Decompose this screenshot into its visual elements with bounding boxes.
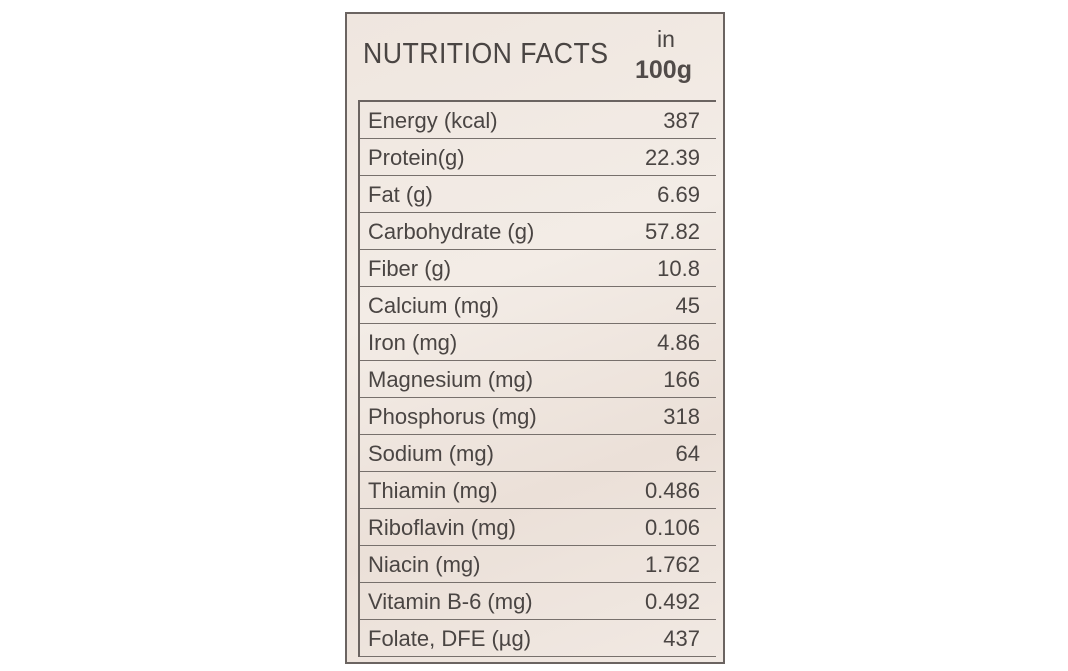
- nutrient-value: 57.82: [644, 219, 700, 244]
- table-row: Magnesium (mg) 166: [360, 361, 716, 398]
- nutrient-name: Energy (kcal): [368, 108, 498, 133]
- nutrient-name: Protein(g): [368, 145, 465, 170]
- nutrient-name: Phosphorus (mg): [368, 404, 537, 429]
- title: NUTRITION FACTS: [363, 38, 609, 70]
- table: Energy (kcal) 387 Protein(g) 22.39 Fat (g) 6.…: [358, 100, 716, 657]
- unit-bottom: 100g: [635, 56, 692, 84]
- nutrient-value: 6.69: [657, 182, 700, 207]
- table-row: Phosphorus (mg) 318: [360, 398, 716, 435]
- table-row: Niacin (mg) 1.762: [360, 546, 716, 583]
- nutrient-value: 0.106: [644, 515, 700, 540]
- table-row: Iron (mg) 4.86: [360, 324, 716, 361]
- nutrient-name: Fiber (g): [368, 256, 452, 281]
- nutrient-value: 45: [675, 293, 700, 318]
- nutrient-name: Vitamin B-6 (mg): [368, 589, 533, 614]
- table-row: Vitamin B-6 (mg) 0.492: [360, 583, 716, 620]
- nutrient-value: 1.762: [644, 552, 700, 577]
- nutrient-name: Niacin (mg): [368, 552, 481, 577]
- nutrient-name: Iron (mg): [368, 330, 458, 355]
- table-row: Fat (g) 6.69: [360, 176, 716, 213]
- table-row: Thiamin (mg) 0.486: [360, 472, 716, 509]
- nutrient-value: 318: [663, 404, 700, 429]
- nutrient-value: 0.492: [644, 589, 700, 614]
- nutrient-name: Riboflavin (mg): [368, 515, 516, 540]
- nutrient-name: Magnesium (mg): [368, 367, 534, 392]
- nutrient-name: Sodium (mg): [368, 441, 494, 466]
- nutrient-value: 10.8: [657, 256, 700, 281]
- nutrient-value: 387: [663, 108, 700, 133]
- nutrient-name: Carbohydrate (g): [368, 219, 535, 244]
- unit-top: in: [657, 26, 675, 52]
- nutrient-value: 22.39: [644, 145, 700, 170]
- table-row: Riboflavin (mg) 0.106: [360, 509, 716, 546]
- table-row: Protein(g) 22.39: [360, 139, 716, 176]
- table-row: Sodium (mg) 64: [360, 435, 716, 472]
- nutrient-value: 0.486: [644, 478, 700, 503]
- nutrition-label: NUTRITION FACTS in 100g Energy (kcal) 387…: [345, 12, 725, 664]
- table-row: Folate, DFE (µg) 437: [360, 620, 716, 657]
- nutrient-name: Thiamin (mg): [368, 478, 498, 503]
- nutrient-value: 166: [663, 367, 700, 392]
- nutrient-value: 64: [675, 441, 700, 466]
- nutrient-value: 4.86: [657, 330, 700, 355]
- table-row: Energy (kcal) 387: [360, 102, 716, 139]
- table-row: Carbohydrate (g) 57.82: [360, 213, 716, 250]
- nutrient-name: Calcium (mg): [368, 293, 499, 318]
- nutrient-name: Folate, DFE (µg): [368, 626, 532, 651]
- nutrient-name: Fat (g): [368, 182, 433, 207]
- table-row: Fiber (g) 10.8: [360, 250, 716, 287]
- nutrient-value: 437: [663, 626, 700, 651]
- table-row: Calcium (mg) 45: [360, 287, 716, 324]
